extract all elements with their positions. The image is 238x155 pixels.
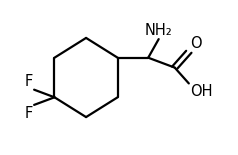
Text: OH: OH <box>190 84 213 99</box>
Text: NH₂: NH₂ <box>145 23 173 38</box>
Text: O: O <box>190 36 202 51</box>
Text: F: F <box>25 74 33 89</box>
Text: F: F <box>25 106 33 121</box>
